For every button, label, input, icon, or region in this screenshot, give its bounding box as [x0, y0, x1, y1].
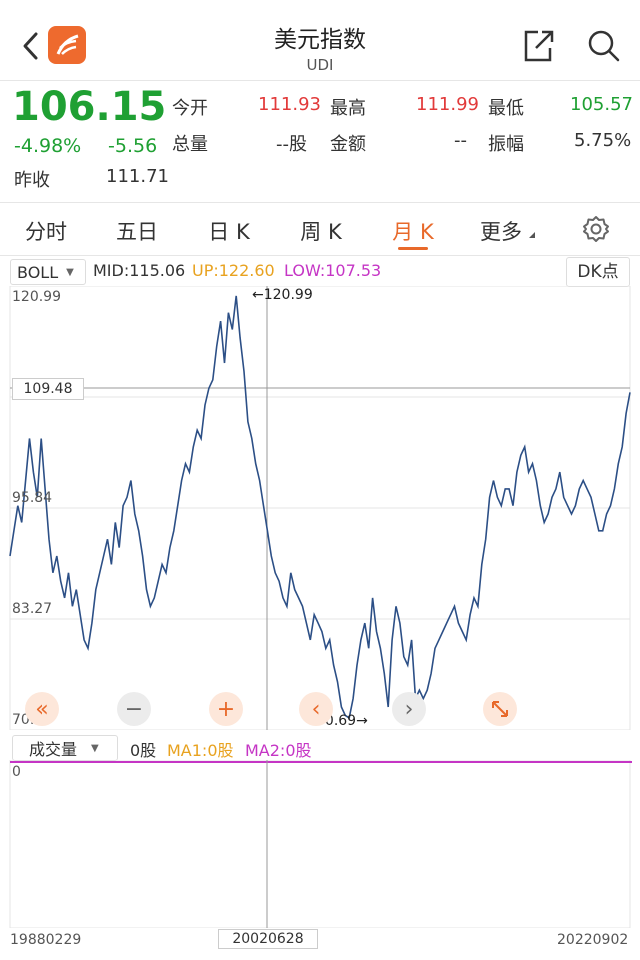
app-logo-icon[interactable] — [48, 26, 86, 64]
tab-daily-k[interactable]: 日 K — [208, 220, 250, 244]
amount-label: 金额 — [330, 134, 366, 155]
amplitude-value: 5.75% — [574, 130, 632, 151]
search-icon[interactable] — [586, 28, 622, 64]
tab-five-day[interactable]: 五日 — [116, 220, 158, 244]
more-caret-icon — [529, 232, 535, 238]
high-value: 111.99 — [416, 94, 479, 115]
max-value-label: 120.99 — [263, 287, 313, 303]
back-icon[interactable] — [16, 28, 46, 64]
volume-selector-label: 成交量 — [29, 740, 78, 759]
prev-close-value: 111.71 — [106, 166, 169, 187]
volume-chart[interactable] — [0, 760, 640, 928]
boll-up: UP:122.60 — [192, 261, 275, 280]
prev-close-label: 昨收 — [14, 170, 50, 191]
x-label-crosshair: 20020628 — [218, 929, 318, 949]
expand-icon — [492, 701, 508, 717]
tab-intraday[interactable]: 分时 — [25, 220, 67, 244]
dropdown-caret-icon: ▼ — [91, 742, 99, 754]
fullscreen-button[interactable] — [483, 692, 517, 726]
change-value: -5.56 — [108, 135, 158, 157]
volume-value: 0股 — [130, 741, 157, 760]
max-marker: ←120.99 — [252, 287, 313, 303]
tab-weekly-k[interactable]: 周 K — [300, 220, 342, 244]
boll-low: LOW:107.53 — [284, 261, 382, 280]
volume-frame — [9, 760, 631, 928]
fast-backward-button[interactable]: « — [25, 692, 59, 726]
indicator-name: BOLL — [17, 262, 59, 282]
boll-mid: MID:115.06 — [93, 261, 186, 280]
tab-active-indicator — [398, 247, 428, 250]
volume-value: --股 — [276, 134, 307, 155]
tab-monthly-k[interactable]: 月 K — [392, 220, 434, 244]
amplitude-label: 振幅 — [488, 134, 524, 155]
dk-point-button[interactable]: DK点 — [566, 257, 630, 287]
open-value: 111.93 — [258, 94, 321, 115]
volume-label: 总量 — [172, 134, 208, 155]
low-label: 最低 — [488, 98, 524, 119]
amount-value: -- — [454, 130, 467, 151]
dropdown-caret-icon: ▼ — [66, 266, 74, 278]
high-label: 最高 — [330, 98, 366, 119]
change-percent: -4.98% — [14, 135, 82, 157]
volume-ma2: MA2:0股 — [245, 741, 312, 760]
indicator-selector[interactable]: BOLL ▼ — [10, 259, 86, 285]
price-series-line — [9, 295, 631, 720]
page-title: 美元指数 — [274, 27, 366, 53]
step-back-button[interactable]: ‹ — [299, 692, 333, 726]
kline-chart[interactable] — [0, 286, 640, 730]
y-tick-label: 83.27 — [12, 601, 53, 617]
x-label-start: 19880229 — [10, 932, 82, 948]
volume-selector[interactable]: 成交量 ▼ — [12, 735, 118, 761]
open-label: 今开 — [172, 98, 208, 119]
settings-gear-icon[interactable] — [582, 215, 610, 243]
y-tick-label: 95.84 — [12, 490, 53, 506]
volume-zero-label: 0 — [12, 764, 21, 780]
zoom-in-button[interactable]: + — [209, 692, 243, 726]
tab-more[interactable]: 更多 — [480, 220, 522, 244]
current-price: 106.15 — [12, 84, 167, 130]
share-icon[interactable] — [520, 28, 556, 64]
step-forward-button[interactable]: › — [392, 692, 426, 726]
page-subtitle: UDI — [306, 56, 334, 74]
y-tick-label: 120.99 — [12, 289, 61, 305]
zoom-out-button[interactable]: − — [117, 692, 151, 726]
crosshair-value-box: 109.48 — [12, 378, 84, 400]
x-label-end: 20220902 — [557, 932, 629, 948]
low-value: 105.57 — [570, 94, 633, 115]
volume-ma1: MA1:0股 — [167, 741, 234, 760]
